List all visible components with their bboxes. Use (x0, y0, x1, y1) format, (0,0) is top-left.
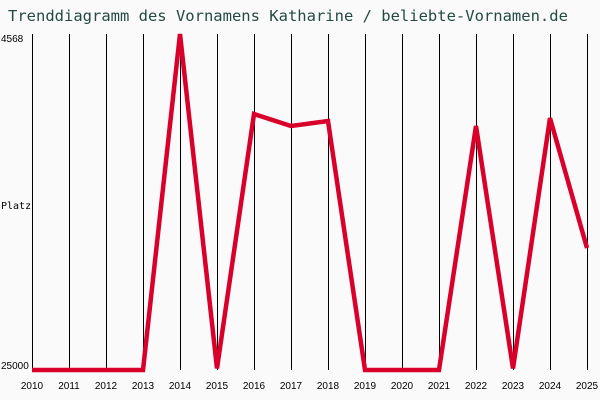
series-line-katharine (32, 33, 590, 373)
x-tick-2010: 2010 (20, 381, 44, 392)
x-tick-2014: 2014 (168, 381, 192, 392)
x-tick-2012: 2012 (94, 381, 118, 392)
y-tick-top: 4568 (1, 34, 24, 45)
x-tick-2011: 2011 (58, 381, 80, 392)
x-tick-2022: 2022 (464, 381, 488, 392)
x-tick-2018: 2018 (316, 381, 340, 392)
x-tick-2016: 2016 (242, 381, 266, 392)
x-tick-2023: 2023 (501, 381, 525, 392)
x-tick-2013: 2013 (131, 381, 155, 392)
x-tick-2025: 2025 (575, 381, 599, 392)
chart-title: Trenddiagramm des Vornamens Katharine / … (8, 7, 568, 25)
x-tick-2024: 2024 (538, 381, 562, 392)
x-tick-2021: 2021 (427, 381, 451, 392)
y-tick-bottom: 25000 (1, 361, 29, 372)
x-tick-2020: 2020 (390, 381, 414, 392)
x-tick-2015: 2015 (205, 381, 229, 392)
y-axis-label: Platz (1, 201, 32, 212)
x-tick-2017: 2017 (279, 381, 303, 392)
x-tick-2019: 2019 (353, 381, 377, 392)
